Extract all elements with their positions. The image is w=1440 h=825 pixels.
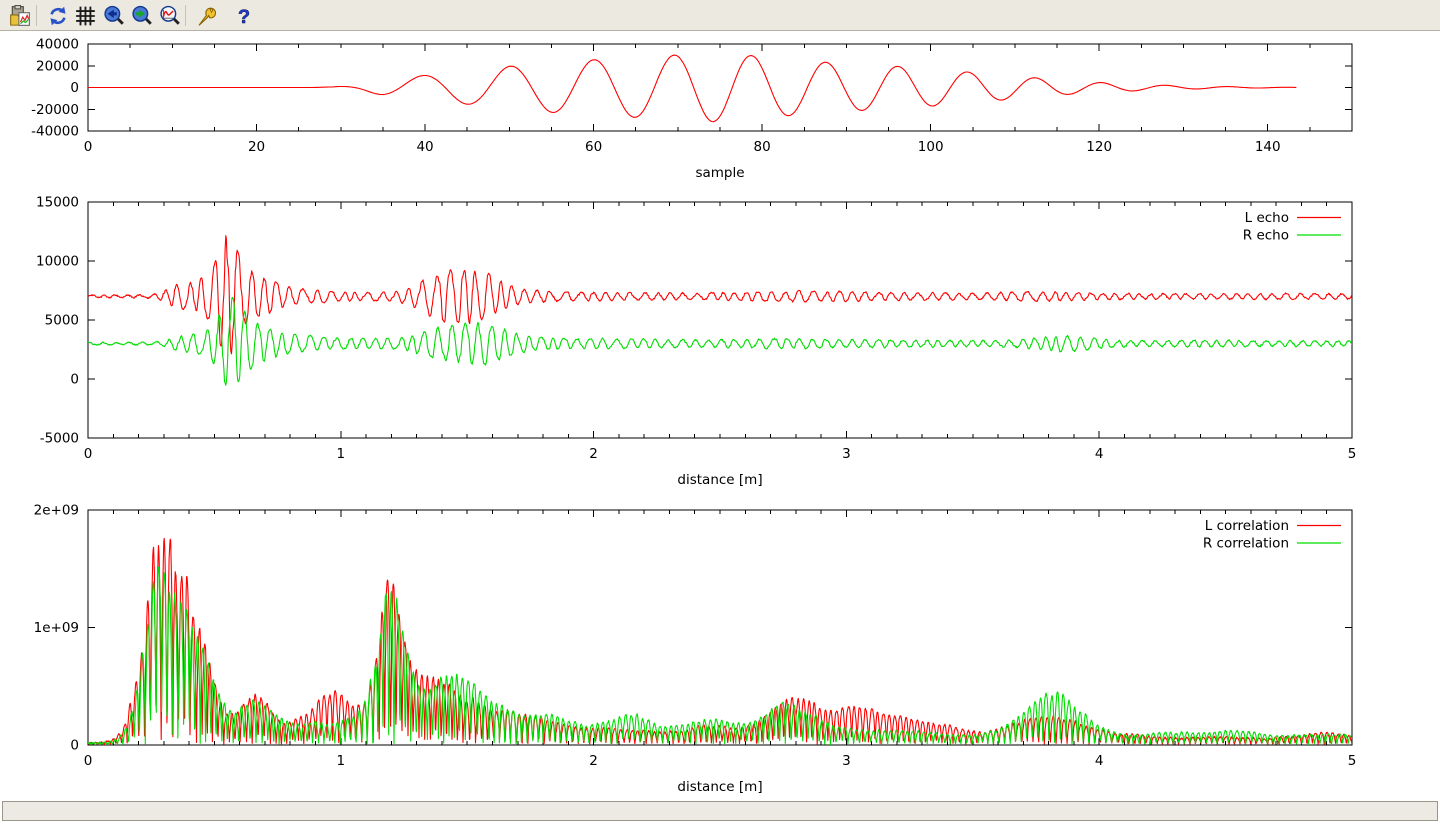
- svg-text:120: 120: [1086, 139, 1112, 155]
- svg-text:20: 20: [248, 139, 265, 155]
- pulse-chart[interactable]: 0 20 40 60 80 100 120 140 -40000 -20000 0 20000 4000…: [31, 37, 1353, 182]
- svg-text:3: 3: [842, 753, 851, 769]
- svg-text:4: 4: [1095, 446, 1104, 462]
- svg-text:1e+09: 1e+09: [34, 620, 79, 636]
- svg-text:sample: sample: [695, 165, 744, 181]
- svg-text:5000: 5000: [45, 313, 79, 329]
- svg-text:2e+09: 2e+09: [34, 503, 79, 519]
- svg-text:0: 0: [70, 738, 79, 754]
- configure-button[interactable]: [193, 3, 219, 29]
- toolbar-separator: [185, 5, 186, 26]
- toolbar-separator: [36, 5, 37, 26]
- svg-text:0: 0: [84, 753, 93, 769]
- toolbar: ?: [0, 0, 1440, 31]
- zoom-previous-button[interactable]: [101, 3, 127, 29]
- svg-text:L correlation: L correlation: [1205, 518, 1289, 534]
- svg-text:distance [m]: distance [m]: [677, 779, 762, 795]
- correlation-chart[interactable]: 0 1 2 3 4 5 0 1e+09 2e+09 distance [m] L correlati…: [34, 503, 1357, 796]
- svg-text:R echo: R echo: [1243, 228, 1289, 244]
- svg-text:-20000: -20000: [31, 102, 79, 118]
- svg-text:1: 1: [337, 446, 346, 462]
- svg-text:2: 2: [589, 753, 598, 769]
- grid-icon: [76, 6, 95, 26]
- wrench-icon: [198, 7, 217, 26]
- svg-text:15000: 15000: [36, 195, 79, 211]
- replot-button[interactable]: [45, 3, 71, 29]
- svg-text:80: 80: [754, 139, 771, 155]
- copy-to-clipboard-button[interactable]: [7, 3, 33, 29]
- svg-text:40: 40: [416, 139, 433, 155]
- svg-text:0: 0: [70, 372, 79, 388]
- question-mark-icon: ?: [238, 6, 251, 27]
- help-button[interactable]: ?: [231, 3, 257, 29]
- svg-text:2: 2: [589, 446, 598, 462]
- svg-text:?: ?: [238, 6, 250, 27]
- svg-text:4: 4: [1095, 753, 1104, 769]
- svg-text:distance [m]: distance [m]: [677, 472, 762, 488]
- clipboard-chart-icon: [10, 5, 30, 26]
- zoom-next-button[interactable]: [129, 3, 155, 29]
- svg-text:R correlation: R correlation: [1203, 536, 1289, 552]
- svg-text:140: 140: [1255, 139, 1281, 155]
- svg-text:20000: 20000: [36, 58, 79, 74]
- svg-text:0: 0: [70, 80, 79, 96]
- svg-text:10000: 10000: [36, 254, 79, 270]
- gnuplot-multiplot[interactable]: 0 20 40 60 80 100 120 140-40000-200000200004000…: [0, 32, 1440, 801]
- svg-text:-40000: -40000: [31, 124, 79, 140]
- svg-text:L echo: L echo: [1245, 210, 1289, 226]
- svg-text:5: 5: [1348, 753, 1357, 769]
- svg-text:60: 60: [585, 139, 602, 155]
- plot-canvas: 0 20 40 60 80 100 120 140 -40000 -20000 0 20000 4000…: [0, 32, 1440, 801]
- echo-chart[interactable]: 0 1 2 3 4 5 -5000 0 5000 10000 15000 distance [m] L …: [36, 195, 1356, 489]
- svg-text:0: 0: [84, 139, 93, 155]
- magnifier-left-arrow-icon: [104, 5, 124, 25]
- svg-text:40000: 40000: [36, 37, 79, 53]
- status-bar: [2, 801, 1438, 821]
- svg-text:1: 1: [337, 753, 346, 769]
- svg-text:0: 0: [84, 446, 93, 462]
- svg-text:-5000: -5000: [40, 431, 79, 447]
- magnifier-right-arrow-icon: [132, 5, 152, 25]
- magnifier-plot-icon: [160, 5, 180, 25]
- autoscale-button[interactable]: [157, 3, 183, 29]
- svg-text:3: 3: [842, 446, 851, 462]
- svg-text:100: 100: [918, 139, 944, 155]
- refresh-icon: [50, 6, 66, 26]
- grid-toggle-button[interactable]: [73, 3, 99, 29]
- svg-text:5: 5: [1348, 446, 1357, 462]
